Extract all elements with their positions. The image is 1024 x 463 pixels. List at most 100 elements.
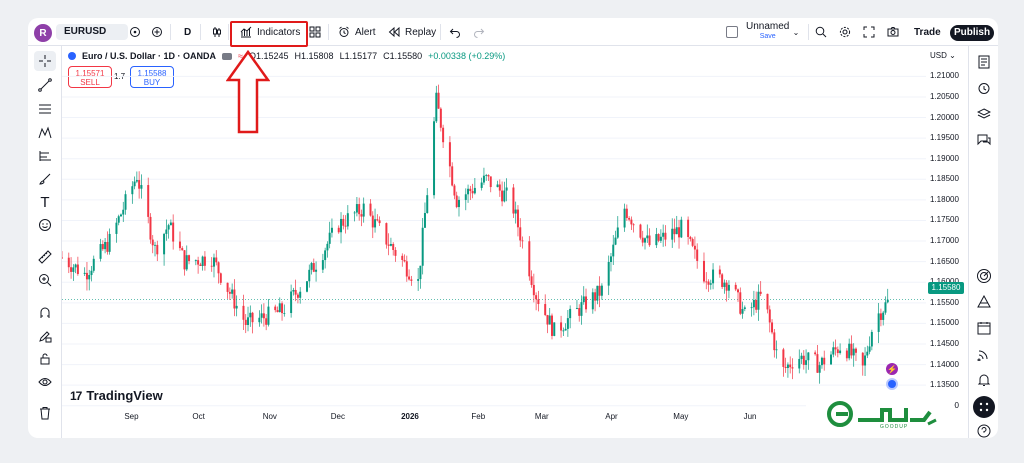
candle-body [394, 249, 397, 256]
divider [328, 24, 329, 40]
settings-gear-icon[interactable] [838, 25, 852, 39]
candle-body [771, 322, 774, 333]
lock-pencil-icon[interactable] [35, 327, 55, 345]
right-widget-bar [968, 46, 998, 438]
emoji-icon[interactable] [35, 216, 55, 234]
zoom-in-icon[interactable] [35, 271, 55, 289]
candle-body [355, 204, 358, 213]
trash-icon[interactable] [35, 404, 55, 422]
indicators-button[interactable]: Indicators [240, 18, 300, 46]
candle-body [131, 186, 134, 195]
candle-body [516, 209, 519, 228]
candle-body [106, 241, 109, 252]
redo-icon[interactable] [472, 25, 486, 39]
candle-body [108, 233, 111, 252]
bell-icon[interactable] [974, 370, 994, 390]
candle-body [607, 261, 610, 286]
rewind-icon [388, 26, 400, 38]
layers-icon[interactable] [974, 104, 994, 124]
layout-name: Unnamed [746, 21, 790, 32]
target-icon[interactable] [974, 266, 994, 286]
candle-body [215, 257, 218, 263]
candle-body [814, 352, 817, 355]
lightning-icon[interactable]: ⚡ [886, 363, 898, 375]
candle-type-icon[interactable] [210, 25, 224, 39]
time-tick-label: Nov [262, 412, 277, 421]
time-tick-label: Mar [534, 412, 549, 421]
user-avatar[interactable]: R [34, 24, 52, 42]
candle-body [691, 239, 694, 246]
candle-body [360, 214, 363, 217]
legend-status-icon [222, 52, 233, 60]
candle-body [861, 352, 864, 366]
magnet-icon[interactable] [35, 304, 55, 322]
candle-body [805, 360, 808, 365]
help-icon[interactable] [974, 424, 994, 438]
candle-body [117, 216, 120, 223]
candle-body [169, 222, 172, 226]
fullscreen-icon[interactable] [862, 25, 876, 39]
chat-icon[interactable] [974, 130, 994, 150]
alarm-clock-icon[interactable] [974, 78, 994, 98]
candle-body [750, 307, 753, 309]
candle-body [147, 185, 150, 217]
interval-button[interactable]: D [184, 26, 192, 38]
layout-name-button[interactable]: Unnamed Save [746, 22, 789, 42]
layout-grid-icon[interactable] [308, 25, 322, 39]
forecast-icon[interactable] [35, 147, 55, 165]
publish-button[interactable]: Publish [950, 25, 994, 41]
symbol-search-button[interactable]: EURUSD [56, 24, 128, 40]
candle-body [789, 364, 792, 368]
flag-icon [68, 52, 76, 60]
eye-icon[interactable] [35, 373, 55, 391]
candle-body [315, 269, 318, 272]
undo-icon[interactable] [448, 25, 462, 39]
alert-button[interactable]: Alert [338, 18, 376, 46]
pyramid-icon[interactable] [974, 292, 994, 312]
apps-grid-icon[interactable] [973, 396, 995, 418]
compare-icon[interactable] [128, 25, 142, 39]
legend-symbol-title[interactable]: Euro / U.S. Dollar · 1D · OANDA [82, 51, 217, 61]
text-tool-icon[interactable]: T [40, 193, 50, 211]
candle-body [845, 350, 848, 359]
trade-button[interactable]: Trade [914, 26, 941, 38]
calendar-icon[interactable] [974, 318, 994, 338]
buy-button[interactable]: 1.15588 BUY [130, 66, 174, 88]
pattern-icon[interactable] [35, 124, 55, 142]
add-symbol-icon[interactable] [150, 25, 164, 39]
crosshair-icon[interactable] [34, 51, 56, 71]
legend-close: C1.15580 [383, 51, 423, 61]
broadcast-icon[interactable] [974, 344, 994, 364]
divider [200, 24, 201, 40]
watchlist-icon[interactable] [974, 52, 994, 72]
camera-icon[interactable] [886, 25, 900, 39]
price-tick-label: 1.17000 [930, 236, 959, 246]
candle-body [705, 281, 708, 283]
candle-body [487, 175, 490, 177]
candle-body [203, 256, 206, 266]
brush-icon[interactable] [35, 170, 55, 188]
sell-button[interactable]: 1.15571 SELL [68, 66, 112, 88]
currency-selector[interactable]: USD ⌄ [930, 51, 956, 60]
replay-button[interactable]: Replay [388, 18, 436, 46]
tradingview-logo: 17 TradingView [70, 388, 163, 403]
quick-search-icon[interactable] [814, 25, 828, 39]
candle-body [609, 256, 612, 262]
trend-line-icon[interactable] [35, 76, 55, 94]
candle-body [437, 92, 440, 109]
price-axis[interactable]: 1.21000 1.20500 1.20000 1.19500 1.19000 1.185… [926, 18, 968, 438]
candle-body [687, 219, 690, 237]
lock-icon[interactable] [35, 350, 55, 368]
layout-checkbox[interactable] [726, 26, 738, 38]
event-marker-icon[interactable] [886, 378, 898, 390]
chevron-down-icon[interactable]: ⌄ [792, 27, 800, 37]
candle-body [501, 190, 504, 202]
candle-body [768, 309, 771, 323]
price-chart[interactable] [62, 46, 926, 438]
candle-body [426, 195, 429, 213]
fib-retracement-icon[interactable] [35, 100, 55, 118]
sell-price: 1.15571 [75, 69, 105, 78]
legend-high: H1.15808 [294, 51, 334, 61]
candle-body [321, 260, 324, 270]
ruler-icon[interactable] [35, 248, 55, 266]
